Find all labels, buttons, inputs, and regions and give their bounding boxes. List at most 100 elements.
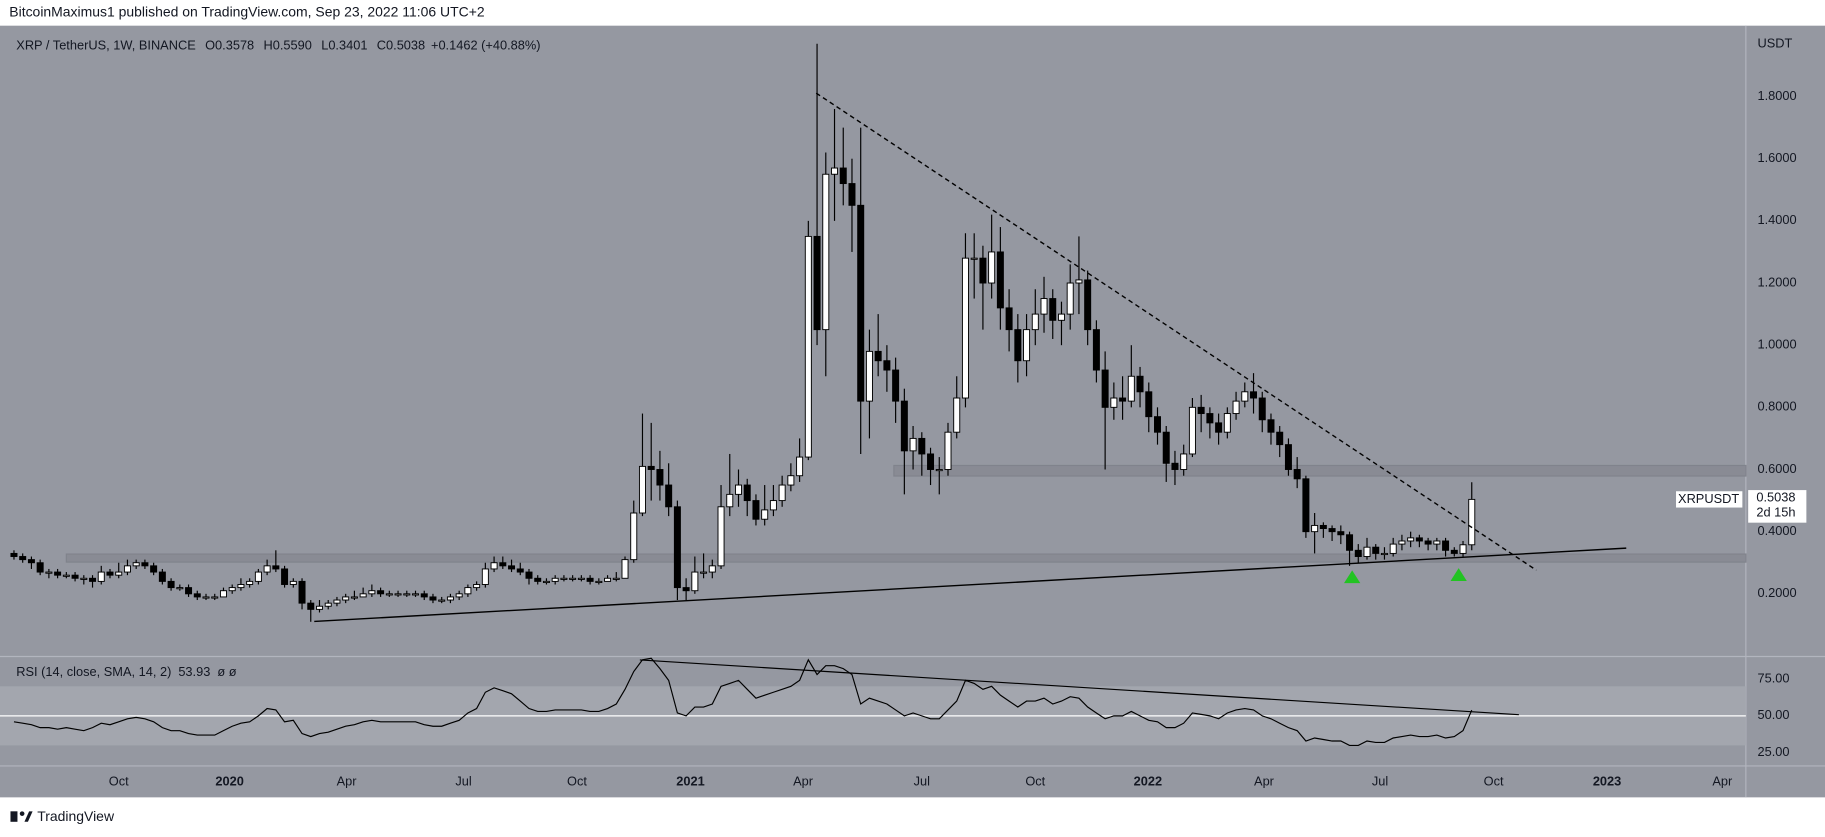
rsi-legend: RSI (14, close, SMA, 14, 2) 53.93 ø ø [16, 664, 236, 679]
candle-body [665, 484, 673, 508]
candle-body [865, 350, 873, 402]
legend-field-value: 0.3401 [328, 38, 367, 53]
candle-body [420, 593, 428, 598]
candle-body [446, 596, 454, 601]
candle-body [1276, 431, 1284, 446]
candle-body [1075, 279, 1083, 284]
candle-body [700, 571, 708, 574]
price-zone [893, 464, 1747, 477]
candle-body [1302, 478, 1310, 533]
candle-body [1127, 375, 1135, 402]
candle-body [1337, 531, 1345, 536]
candle-body [429, 596, 437, 601]
marker-triangle [1344, 570, 1361, 584]
price-unit: USDT [1757, 36, 1792, 51]
candle-body [158, 571, 166, 582]
candle-body [996, 251, 1004, 309]
candle-body [944, 431, 952, 470]
candle-body [848, 183, 856, 206]
candle-body [525, 571, 533, 579]
trendline [314, 547, 1627, 623]
candle-body [604, 577, 612, 582]
candle-body [1145, 391, 1153, 418]
price-tag-symbol: XRPUSDT [1678, 491, 1739, 506]
candle-body [647, 465, 655, 470]
candle-body [237, 584, 245, 589]
x-tick-label: Apr [1254, 774, 1275, 789]
y-tick-label: 0.4000 [1757, 523, 1796, 538]
candle-body [796, 456, 804, 477]
candle-body [71, 574, 79, 579]
x-tick-label: 2020 [215, 774, 243, 789]
candle-body [804, 235, 812, 458]
marker-triangle [1450, 568, 1467, 581]
candle-body [1442, 540, 1450, 551]
rsi-trendline [639, 659, 1519, 716]
candle-body [298, 580, 306, 604]
candle-body [708, 565, 716, 573]
candle-body [123, 565, 131, 573]
candle-body [80, 577, 88, 580]
candle-body [62, 574, 70, 577]
candle-body [577, 577, 585, 580]
y-tick-label: 1.2000 [1757, 274, 1796, 289]
rsi-tick-label: 25.00 [1757, 744, 1789, 759]
candle-body [219, 590, 227, 598]
candle-body [961, 257, 969, 399]
candle-body [1162, 431, 1170, 464]
x-tick-label: Oct [1025, 774, 1045, 789]
candle-body [403, 593, 411, 596]
candle-body [289, 580, 297, 585]
candle-body [953, 397, 961, 433]
price-tag-box [1676, 491, 1743, 508]
candle-body [1014, 329, 1022, 362]
candle-body [359, 593, 367, 598]
candle-body [656, 469, 664, 486]
candle-body [412, 593, 420, 596]
candle-body [1101, 369, 1109, 408]
candle-body [1223, 413, 1231, 433]
candle-body [333, 599, 341, 604]
candle-body [246, 580, 254, 585]
rsi-line [13, 657, 1473, 747]
candle-body [551, 577, 559, 582]
candle-body [377, 590, 385, 595]
candle-body [89, 577, 97, 582]
chart-background [0, 25, 1825, 798]
candle-body [1389, 543, 1397, 554]
candle-body [281, 568, 289, 585]
candle-body [1197, 406, 1205, 415]
trendline [815, 92, 1537, 571]
candle-body [254, 571, 262, 582]
legend-field-value: 0.3578 [215, 38, 254, 53]
candle-body [1346, 534, 1354, 551]
y-tick-label: 1.8000 [1757, 88, 1796, 103]
candle-body [822, 173, 830, 331]
candle-body [595, 580, 603, 584]
candle-body [970, 257, 978, 260]
candle-body [726, 493, 734, 508]
candle-body [228, 587, 236, 592]
candle-body [1372, 546, 1380, 554]
candle-body [1215, 422, 1223, 433]
x-tick-label: Oct [567, 774, 587, 789]
rsi-tick-label: 75.00 [1757, 670, 1789, 685]
x-tick-label: 2022 [1134, 774, 1162, 789]
candle-body [1398, 540, 1406, 545]
x-tick-label: Oct [109, 774, 129, 789]
x-tick-label: Apr [337, 774, 358, 789]
candle-body [508, 565, 516, 570]
candle-body [883, 360, 891, 371]
x-tick-label: Oct [1484, 774, 1504, 789]
candle-body [1284, 444, 1292, 470]
candle-body [150, 565, 158, 573]
candle-body [682, 587, 690, 592]
candle-body [1005, 307, 1013, 331]
candle-body [1450, 549, 1458, 554]
candle-body [1407, 537, 1415, 542]
candle-body [1354, 549, 1362, 557]
candle-body [673, 506, 681, 589]
candle-body [45, 571, 53, 574]
candle-body [1232, 400, 1240, 415]
